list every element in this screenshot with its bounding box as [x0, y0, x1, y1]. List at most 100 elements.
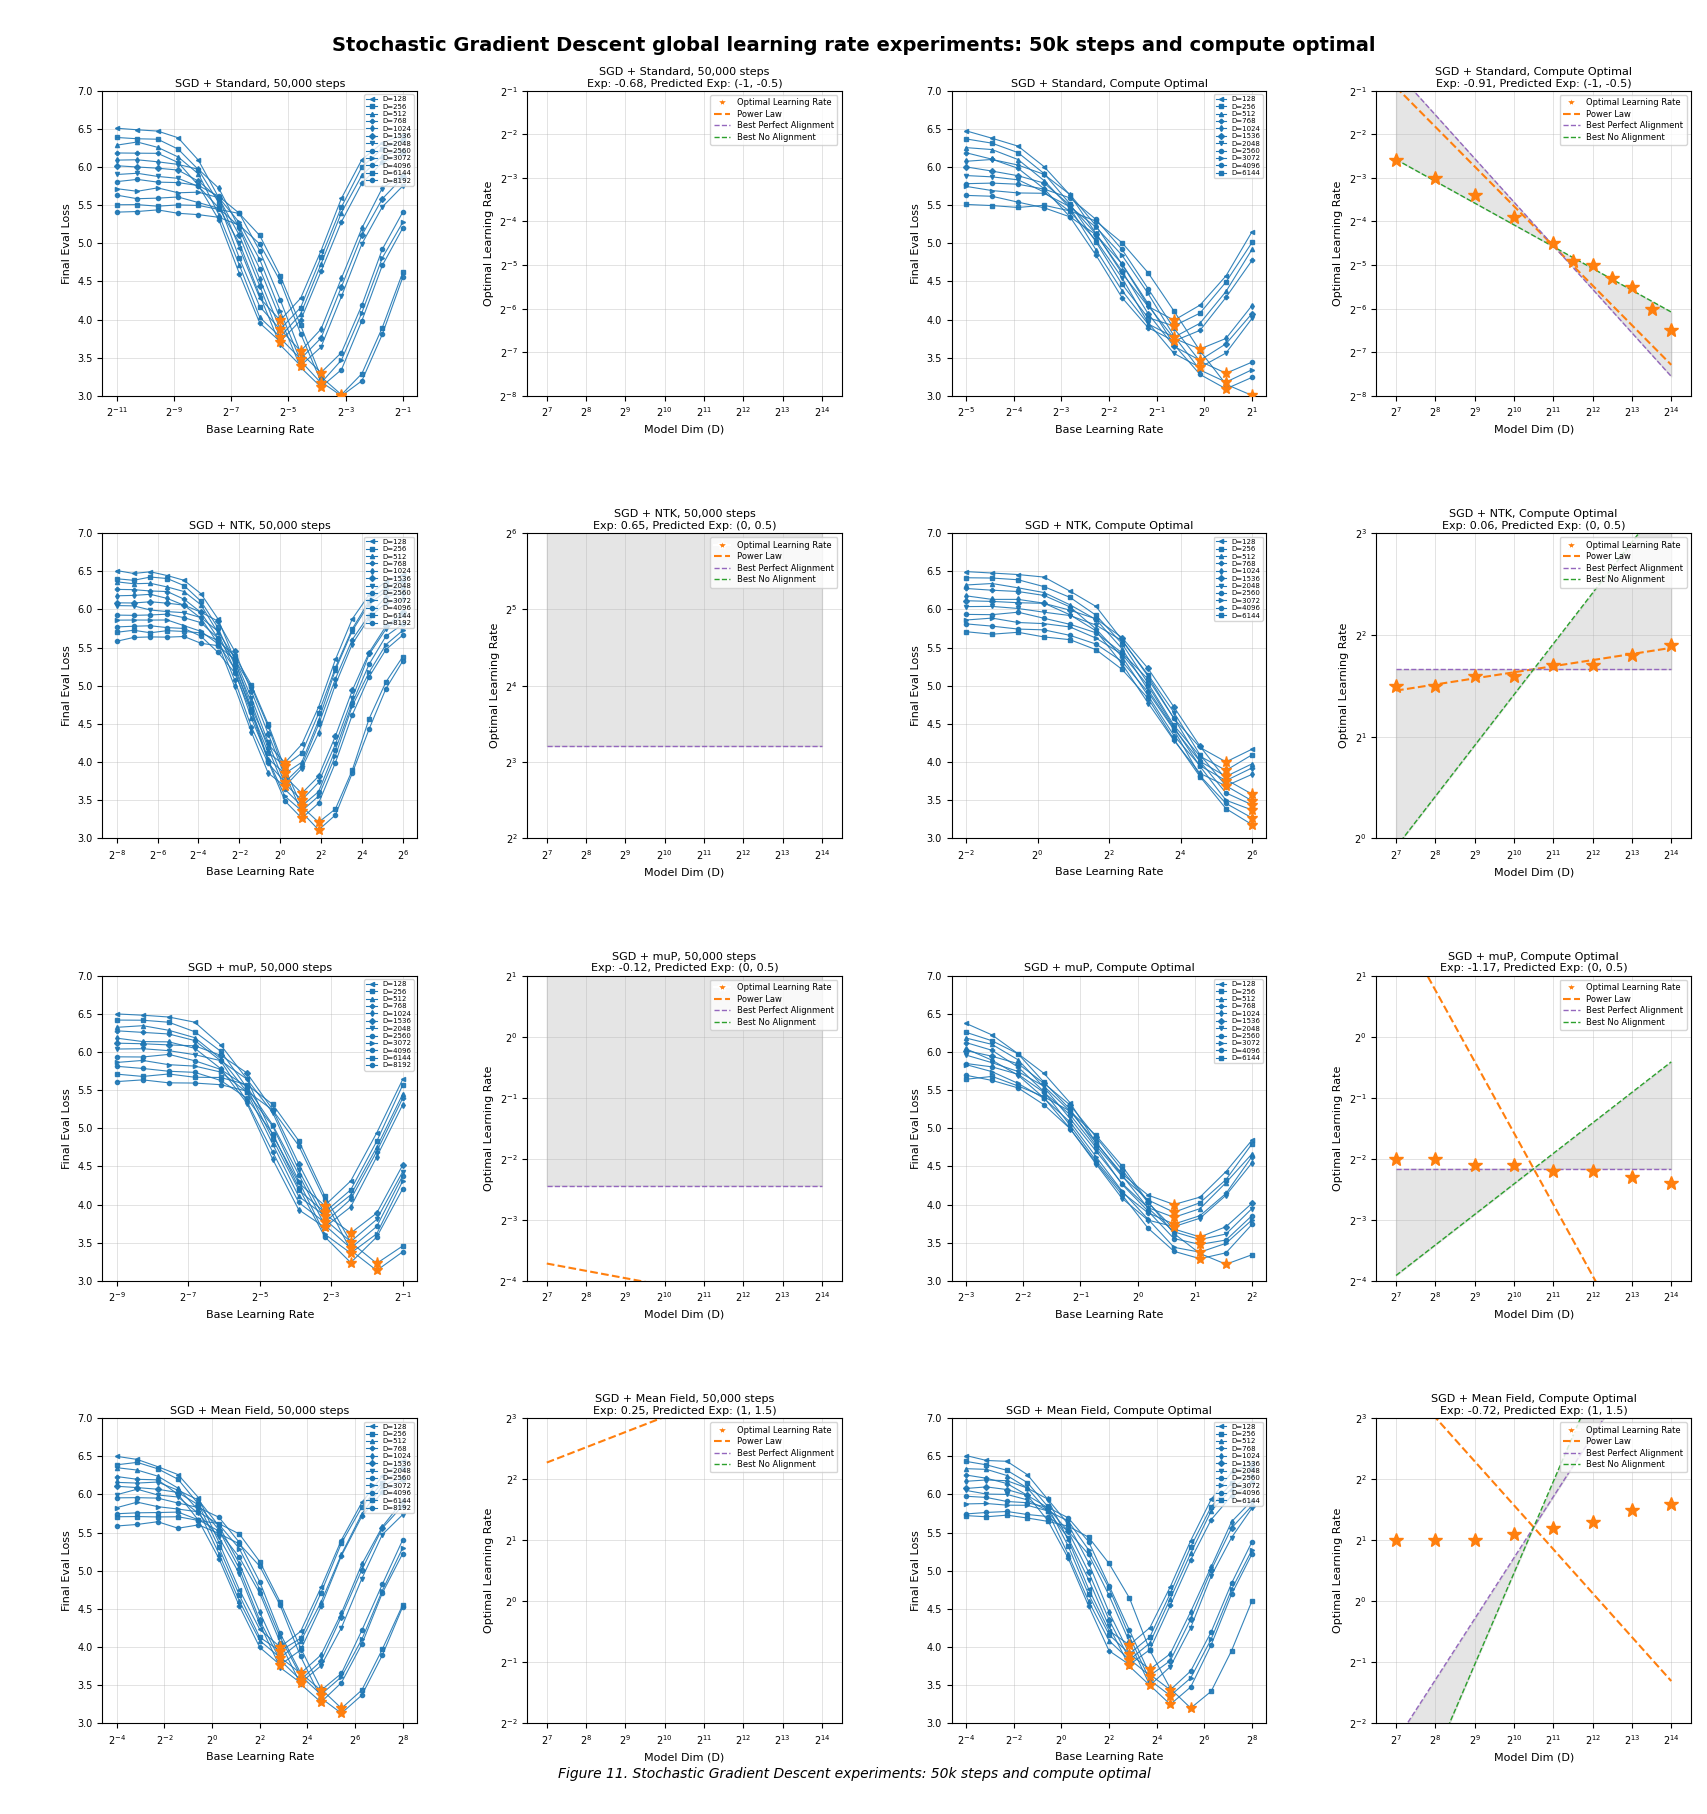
- Best Perfect Alignment: [1384, 658, 1405, 680]
- Best No Alignment: [601, 566, 621, 588]
- Best No Alignment: [1659, 1050, 1680, 1072]
- Y-axis label: Optimal Learning Rate: Optimal Learning Rate: [483, 1507, 493, 1633]
- Legend: D=128, D=256, D=512, D=768, D=1024, D=1536, D=2048, D=2560, D=3072, D=4096, D=61: D=128, D=256, D=512, D=768, D=1024, D=15…: [364, 537, 413, 628]
- X-axis label: Model Dim (D): Model Dim (D): [644, 867, 724, 878]
- Power Law: [1637, 332, 1657, 354]
- Best No Alignment: [700, 321, 720, 343]
- Power Law: [536, 1253, 556, 1275]
- Legend: Optimal Learning Rate, Power Law, Best Perfect Alignment, Best No Alignment: Optimal Learning Rate, Power Law, Best P…: [710, 980, 836, 1030]
- Power Law: [789, 1353, 809, 1375]
- Power Law: [811, 845, 831, 867]
- Power Law: [1437, 1422, 1458, 1444]
- Best Perfect Alignment: [678, 1175, 698, 1197]
- Line: Best Perfect Alignment: Best Perfect Alignment: [546, 840, 821, 1145]
- Best No Alignment: [700, 622, 720, 644]
- Line: Power Law: Power Law: [546, 69, 821, 415]
- Line: Power Law: Power Law: [546, 649, 821, 856]
- Best No Alignment: [1637, 288, 1657, 310]
- Power Law: [601, 686, 621, 707]
- Best Perfect Alignment: [1384, 60, 1405, 82]
- Best No Alignment: [1437, 1714, 1458, 1736]
- Power Law: [1659, 1671, 1680, 1692]
- Best No Alignment: [1384, 1264, 1405, 1286]
- Power Law: [797, 74, 818, 96]
- Title: SGD + NTK, Compute Optimal: SGD + NTK, Compute Optimal: [1024, 521, 1193, 532]
- Line: Best No Alignment: Best No Alignment: [1395, 1061, 1669, 1275]
- Best No Alignment: [601, 922, 621, 943]
- Best Perfect Alignment: [797, 816, 818, 838]
- Best No Alignment: [678, 740, 698, 762]
- Power Law: [1646, 1382, 1666, 1404]
- Best Perfect Alignment: [601, 1123, 621, 1145]
- X-axis label: Base Learning Rate: Base Learning Rate: [1055, 1752, 1162, 1763]
- Best No Alignment: [1637, 1068, 1657, 1090]
- Best No Alignment: [1449, 753, 1470, 775]
- Best Perfect Alignment: [1659, 658, 1680, 680]
- Best No Alignment: [1384, 149, 1405, 171]
- Power Law: [1637, 640, 1657, 662]
- Legend: D=128, D=256, D=512, D=768, D=1024, D=1536, D=2048, D=2560, D=3072, D=4096, D=61: D=128, D=256, D=512, D=768, D=1024, D=15…: [1214, 537, 1261, 620]
- Best Perfect Alignment: [601, 735, 621, 756]
- Best No Alignment: [678, 740, 698, 762]
- Best Perfect Alignment: [1449, 1631, 1470, 1653]
- Power Law: [601, 1428, 621, 1449]
- Best No Alignment: [536, 481, 556, 502]
- Power Law: [589, 337, 609, 359]
- Legend: D=128, D=256, D=512, D=768, D=1024, D=1536, D=2048, D=2560, D=3072, D=4096, D=61: D=128, D=256, D=512, D=768, D=1024, D=15…: [1214, 1422, 1261, 1506]
- Power Law: [811, 58, 831, 80]
- Power Law: [1548, 1206, 1569, 1228]
- Y-axis label: Optimal Learning Rate: Optimal Learning Rate: [483, 181, 493, 307]
- Best Perfect Alignment: [678, 735, 698, 756]
- Power Law: [811, 1344, 831, 1366]
- Y-axis label: Optimal Learning Rate: Optimal Learning Rate: [1333, 1507, 1343, 1633]
- Line: Best No Alignment: Best No Alignment: [1395, 160, 1669, 312]
- Legend: D=128, D=256, D=512, D=768, D=1024, D=1536, D=2048, D=2560, D=3072, D=4096, D=61: D=128, D=256, D=512, D=768, D=1024, D=15…: [1214, 94, 1261, 178]
- Best No Alignment: [589, 430, 609, 452]
- Best Perfect Alignment: [536, 829, 556, 851]
- Legend: D=128, D=256, D=512, D=768, D=1024, D=1536, D=2048, D=2560, D=3072, D=4096, D=61: D=128, D=256, D=512, D=768, D=1024, D=15…: [364, 980, 413, 1070]
- Power Law: [700, 198, 720, 219]
- Power Law: [1646, 339, 1666, 361]
- Y-axis label: Optimal Learning Rate: Optimal Learning Rate: [483, 1065, 493, 1192]
- Power Law: [589, 678, 609, 700]
- Best Perfect Alignment: [536, 1223, 556, 1244]
- Y-axis label: Optimal Learning Rate: Optimal Learning Rate: [1333, 1065, 1342, 1192]
- Title: SGD + muP, 50,000 steps
Exp: -0.12, Predicted Exp: (0, 0.5): SGD + muP, 50,000 steps Exp: -0.12, Pred…: [591, 952, 778, 974]
- Best No Alignment: [789, 481, 809, 502]
- Best Perfect Alignment: [601, 1175, 621, 1197]
- Legend: Optimal Learning Rate, Power Law, Best Perfect Alignment, Best No Alignment: Optimal Learning Rate, Power Law, Best P…: [710, 537, 836, 588]
- Best No Alignment: [700, 724, 720, 746]
- X-axis label: Model Dim (D): Model Dim (D): [1492, 1752, 1572, 1763]
- X-axis label: Model Dim (D): Model Dim (D): [1492, 867, 1572, 878]
- Best No Alignment: [601, 802, 621, 824]
- Best No Alignment: [1437, 178, 1458, 200]
- Best Perfect Alignment: [797, 1175, 818, 1197]
- X-axis label: Model Dim (D): Model Dim (D): [644, 1310, 724, 1321]
- Power Law: [789, 1301, 809, 1322]
- Best Perfect Alignment: [1548, 1475, 1569, 1497]
- Best No Alignment: [789, 655, 809, 677]
- Power Law: [1646, 1654, 1666, 1676]
- Power Law: [1526, 1520, 1547, 1542]
- Best Perfect Alignment: [589, 1175, 609, 1197]
- Power Law: [1659, 637, 1680, 658]
- Best No Alignment: [811, 214, 831, 236]
- Best Perfect Alignment: [1437, 1647, 1458, 1669]
- Best No Alignment: [1526, 1507, 1547, 1529]
- Best No Alignment: [1548, 1455, 1569, 1477]
- Best No Alignment: [1449, 1687, 1470, 1709]
- Best No Alignment: [797, 648, 818, 669]
- Power Law: [1437, 129, 1458, 151]
- Best Perfect Alignment: [536, 1175, 556, 1197]
- Best Perfect Alignment: [700, 1175, 720, 1197]
- Best No Alignment: [1659, 301, 1680, 323]
- X-axis label: Model Dim (D): Model Dim (D): [644, 424, 724, 435]
- Power Law: [678, 1279, 698, 1301]
- Best No Alignment: [536, 1070, 556, 1092]
- Best Perfect Alignment: [1548, 658, 1569, 680]
- Best Perfect Alignment: [1637, 658, 1657, 680]
- X-axis label: Model Dim (D): Model Dim (D): [1492, 424, 1572, 435]
- Best Perfect Alignment: [1659, 1157, 1680, 1179]
- Line: Power Law: Power Law: [546, 1355, 821, 1462]
- Best No Alignment: [1659, 481, 1680, 502]
